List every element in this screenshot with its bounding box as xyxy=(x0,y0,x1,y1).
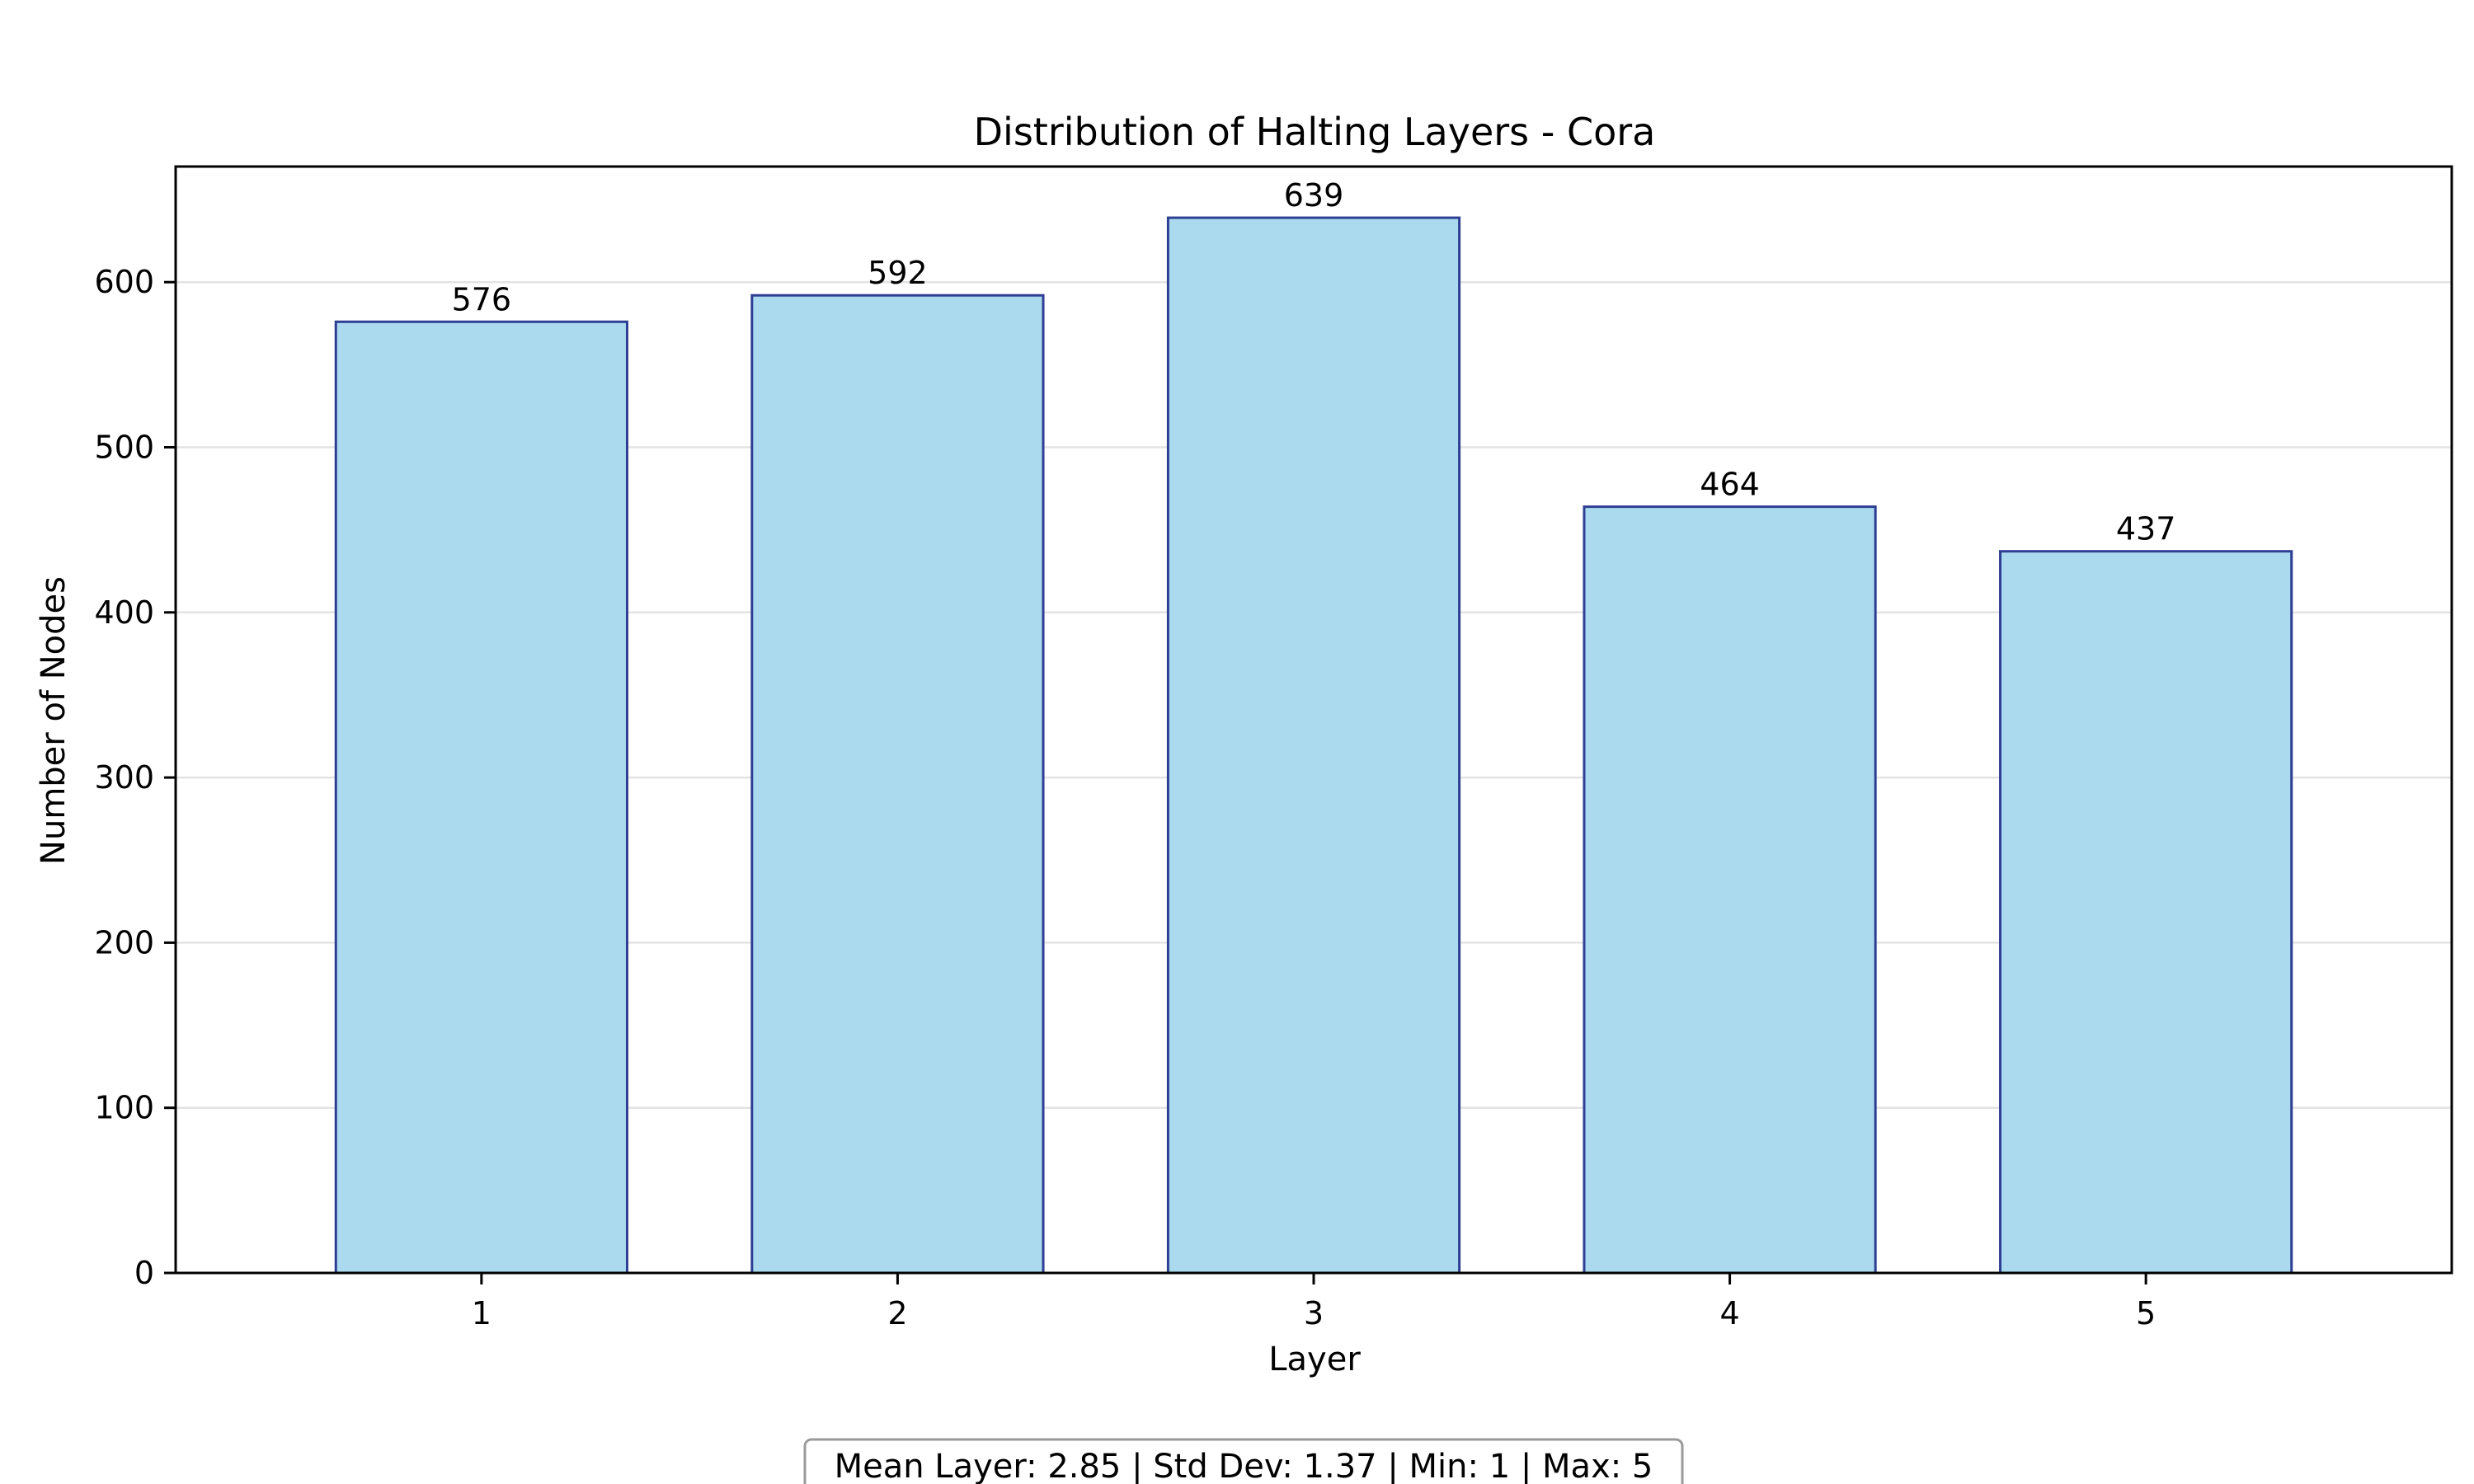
chart-title: Distribution of Halting Layers - Cora xyxy=(974,110,1656,154)
y-tick-label: 200 xyxy=(94,924,154,960)
bar-4 xyxy=(1583,505,1877,1275)
x-tick-label: 4 xyxy=(1719,1295,1739,1331)
bar-value-label-3: 639 xyxy=(1284,177,1344,214)
bar-5 xyxy=(1999,550,2293,1275)
x-tick-label: 5 xyxy=(2136,1295,2156,1331)
y-tick-label: 600 xyxy=(94,264,154,300)
y-tick-label: 500 xyxy=(94,430,154,466)
bar-value-label-1: 576 xyxy=(452,281,512,317)
x-tick-label: 1 xyxy=(472,1295,492,1331)
y-tick-label: 300 xyxy=(94,759,154,796)
bar-2 xyxy=(750,294,1045,1275)
bar-value-label-5: 437 xyxy=(2116,511,2176,547)
y-tick-label: 100 xyxy=(94,1090,154,1126)
y-tick-label: 400 xyxy=(94,594,154,631)
y-axis-label: Number of Nodes xyxy=(35,576,73,865)
stats-box: Mean Layer: 2.85 | Std Dev: 1.37 | Min: … xyxy=(803,1438,1684,1484)
y-tick-label: 0 xyxy=(134,1255,154,1291)
bar-3 xyxy=(1166,216,1461,1275)
bar-value-label-2: 592 xyxy=(868,255,928,291)
bar-1 xyxy=(334,320,628,1275)
bars xyxy=(334,216,2293,1275)
bar-value-label-4: 464 xyxy=(1700,467,1760,503)
axis-ticks: 0 100 200 300 400 500 600 1 2 3 4 5 xyxy=(94,264,2156,1331)
x-tick-label: 3 xyxy=(1304,1295,1324,1331)
stats-text: Mean Layer: 2.85 | Std Dev: 1.37 | Min: … xyxy=(835,1448,1653,1484)
bar-value-labels: 576 592 639 464 437 xyxy=(452,177,2176,547)
x-tick-label: 2 xyxy=(887,1295,907,1331)
x-axis-label: Layer xyxy=(1268,1341,1361,1378)
